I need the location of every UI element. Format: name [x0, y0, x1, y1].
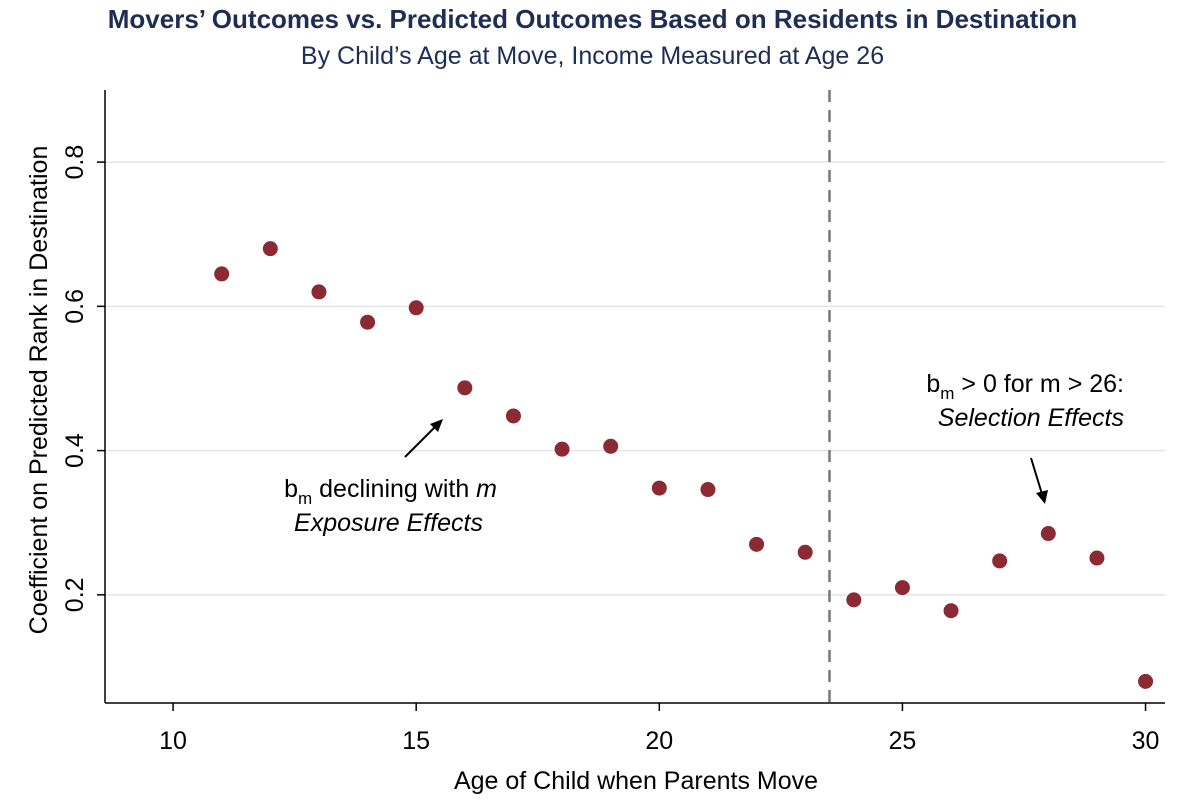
x-tick-label: 25	[889, 727, 917, 755]
annotation-selection-line2: Selection Effects	[938, 404, 1124, 432]
data-point	[846, 592, 862, 608]
chart-subtitle: By Child’s Age at Move, Income Measured …	[300, 42, 885, 70]
data-point	[408, 300, 424, 316]
annotation-selection-line1: bm > 0 for m > 26:	[926, 370, 1124, 403]
annotation-exposure-base: b	[284, 475, 298, 503]
data-point	[1138, 673, 1154, 689]
annotation-exposure-emph: m	[476, 475, 497, 503]
annotation-exposure-arrowhead	[430, 419, 443, 432]
y-tick-label: 0.2	[61, 577, 89, 612]
data-point	[700, 482, 716, 498]
x-tick-label: 30	[1132, 727, 1160, 755]
annotation-selection-base: b	[926, 370, 940, 398]
y-tick-label: 0.4	[61, 433, 89, 468]
chart-title: Movers’ Outcomes vs. Predicted Outcomes …	[107, 4, 1078, 34]
data-points	[214, 241, 1154, 689]
annotation-selection: bm > 0 for m > 26: Selection Effects	[926, 370, 1124, 504]
annotation-selection-arrowhead	[1036, 490, 1048, 504]
data-point	[214, 266, 230, 282]
y-tick-label: 0.6	[61, 289, 89, 324]
y-axis-label: Coefficient on Predicted Rank in Destina…	[25, 146, 53, 635]
annotation-exposure-rest: declining with	[312, 475, 476, 503]
annotation-exposure: bm declining with m Exposure Effects	[284, 419, 497, 537]
data-point	[262, 241, 278, 257]
data-point	[457, 380, 473, 396]
data-point	[1040, 526, 1056, 542]
annotation-exposure-line1: bm declining with m	[284, 475, 497, 508]
data-point	[603, 438, 619, 454]
annotation-exposure-line2: Exposure Effects	[294, 509, 483, 537]
y-tick-label: 0.8	[61, 145, 89, 180]
x-tick-label: 15	[402, 727, 430, 755]
data-point	[651, 480, 667, 496]
annotation-selection-sub: m	[940, 384, 954, 403]
axes	[97, 90, 1165, 711]
x-tick-label: 10	[159, 727, 187, 755]
gridlines	[105, 161, 1165, 596]
data-point	[749, 536, 765, 552]
x-axis-label: Age of Child when Parents Move	[454, 767, 818, 795]
data-point	[992, 553, 1008, 569]
data-point	[1089, 550, 1105, 566]
data-point	[311, 284, 327, 300]
data-point	[797, 544, 813, 560]
data-point	[554, 441, 570, 457]
annotation-selection-rest: > 0 for m > 26:	[954, 370, 1124, 398]
annotation-exposure-arrow	[404, 422, 440, 458]
annotation-selection-arrow	[1030, 457, 1043, 495]
data-point	[505, 408, 521, 424]
data-point	[360, 314, 376, 330]
data-point	[943, 603, 959, 619]
tick-labels: 0.2 0.4 0.6 0.8 10 15 20 25 30	[61, 145, 1159, 755]
data-point	[894, 580, 910, 596]
annotation-exposure-sub: m	[298, 489, 312, 508]
x-tick-label: 20	[645, 727, 673, 755]
